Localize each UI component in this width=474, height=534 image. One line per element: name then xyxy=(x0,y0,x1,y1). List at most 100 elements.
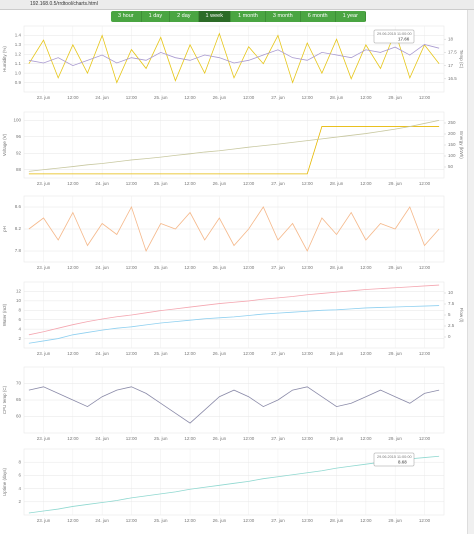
x-tick-label: 12:00 xyxy=(126,95,138,100)
x-tick-label: 12:00 xyxy=(184,265,196,270)
x-tick-label: 12:00 xyxy=(67,181,79,186)
x-tick-label: 12:00 xyxy=(302,265,314,270)
x-tick-label: 26. jun xyxy=(213,265,227,270)
y2-tick-label: 200 xyxy=(448,131,456,136)
x-tick-label: 12:00 xyxy=(67,95,79,100)
x-tick-label: 23. jun xyxy=(37,351,51,356)
x-tick-label: 12:00 xyxy=(419,518,431,523)
x-tick-label: 12:00 xyxy=(360,95,372,100)
y-tick-label: 7.8 xyxy=(15,248,22,253)
range-button[interactable]: 1 month xyxy=(230,11,266,22)
y2-tick-label: 7.5 xyxy=(448,301,455,306)
x-tick-label: 12:00 xyxy=(184,351,196,356)
y-axis-label: Voltage (V) xyxy=(2,133,7,156)
y-tick-label: 1.0 xyxy=(15,70,22,75)
x-tick-label: 12:00 xyxy=(419,95,431,100)
y2-tick-label: 10 xyxy=(448,290,454,295)
plot-border xyxy=(23,448,445,516)
y-axis-label: Water (m3) xyxy=(2,303,7,326)
y-tick-label: 1.2 xyxy=(15,51,22,56)
tooltip-date: 29.06.2015 11:00:00 xyxy=(377,32,412,36)
x-tick-label: 26. jun xyxy=(213,518,227,523)
url[interactable]: 192.168.0.5/rrdtool/charts.html xyxy=(30,1,98,7)
y-tick-label: 2 xyxy=(18,336,21,341)
range-button[interactable]: 1 year xyxy=(335,11,366,22)
x-tick-label: 12:00 xyxy=(126,436,138,441)
range-button[interactable]: 6 month xyxy=(300,11,336,22)
x-tick-label: 27. jun xyxy=(271,436,285,441)
x-tick-label: 23. jun xyxy=(37,518,51,523)
x-tick-label: 12:00 xyxy=(126,351,138,356)
x-tick-label: 12:00 xyxy=(419,181,431,186)
browser-bar: 192.168.0.5/rrdtool/charts.html xyxy=(0,0,474,10)
x-tick-label: 27. jun xyxy=(271,181,285,186)
x-tick-label: 24. jun xyxy=(95,181,109,186)
plot-border xyxy=(23,111,445,179)
x-tick-label: 25. jun xyxy=(154,436,168,441)
y2-tick-label: 17.5 xyxy=(448,50,457,55)
x-tick-label: 27. jun xyxy=(271,518,285,523)
x-tick-label: 23. jun xyxy=(37,436,51,441)
x-tick-label: 12:00 xyxy=(126,518,138,523)
range-button[interactable]: 2 day xyxy=(170,11,199,22)
x-tick-label: 12:00 xyxy=(184,436,196,441)
x-tick-label: 12:00 xyxy=(243,518,255,523)
x-tick-label: 12:00 xyxy=(184,518,196,523)
x-tick-label: 23. jun xyxy=(37,95,51,100)
y-axis-label: Humidity (%) xyxy=(2,46,7,72)
y-tick-label: 8 xyxy=(18,459,21,464)
series-line xyxy=(28,119,440,172)
y-tick-label: 1.4 xyxy=(15,33,22,38)
x-tick-label: 12:00 xyxy=(243,265,255,270)
x-tick-label: 12:00 xyxy=(302,518,314,523)
y-tick-label: 10 xyxy=(16,298,22,303)
y-tick-label: 0.9 xyxy=(15,80,22,85)
range-button[interactable]: 3 hour xyxy=(111,11,142,22)
y-tick-label: 88 xyxy=(16,167,22,172)
x-tick-label: 23. jun xyxy=(37,181,51,186)
y-axis-label: Uptime (days) xyxy=(2,468,7,497)
x-tick-label: 12:00 xyxy=(419,265,431,270)
x-tick-label: 25. jun xyxy=(154,265,168,270)
series-line xyxy=(28,126,440,175)
y2-tick-label: 150 xyxy=(448,142,456,147)
x-tick-label: 24. jun xyxy=(95,265,109,270)
y-tick-label: 70 xyxy=(16,381,22,386)
tooltip-value: 17.66 xyxy=(398,37,410,42)
x-tick-label: 12:00 xyxy=(419,436,431,441)
y-axis-label: pH xyxy=(2,226,7,232)
x-tick-label: 24. jun xyxy=(95,351,109,356)
x-tick-label: 12:00 xyxy=(243,181,255,186)
series-line xyxy=(28,305,440,344)
x-tick-label: 12:00 xyxy=(302,95,314,100)
series-line xyxy=(28,44,440,67)
y-tick-label: 8.6 xyxy=(15,204,22,209)
x-tick-label: 29. jun xyxy=(388,518,402,523)
scrollbar[interactable] xyxy=(467,10,474,534)
x-tick-label: 29. jun xyxy=(388,351,402,356)
y2-tick-label: 50 xyxy=(448,164,454,169)
x-tick-label: 28. jun xyxy=(330,265,344,270)
y2-tick-label: 16.5 xyxy=(448,76,457,81)
range-button[interactable]: 1 week xyxy=(198,11,231,22)
x-tick-label: 12:00 xyxy=(243,436,255,441)
series-line xyxy=(28,386,440,424)
y-tick-label: 4 xyxy=(18,486,21,491)
x-tick-label: 26. jun xyxy=(213,95,227,100)
series-line xyxy=(28,205,440,253)
x-tick-label: 12:00 xyxy=(67,351,79,356)
x-tick-label: 25. jun xyxy=(154,95,168,100)
y-tick-label: 1.1 xyxy=(15,61,22,66)
y-tick-label: 60 xyxy=(16,414,22,419)
range-button[interactable]: 1 day xyxy=(141,11,171,22)
y-tick-label: 2 xyxy=(18,499,21,504)
x-tick-label: 12:00 xyxy=(360,436,372,441)
y-tick-label: 8 xyxy=(18,307,21,312)
x-tick-label: 12:00 xyxy=(126,265,138,270)
y-tick-label: 6 xyxy=(18,317,21,322)
range-button[interactable]: 3 month xyxy=(265,11,301,22)
y2-tick-label: 0 xyxy=(448,334,451,339)
x-tick-label: 25. jun xyxy=(154,518,168,523)
x-tick-label: 12:00 xyxy=(184,95,196,100)
